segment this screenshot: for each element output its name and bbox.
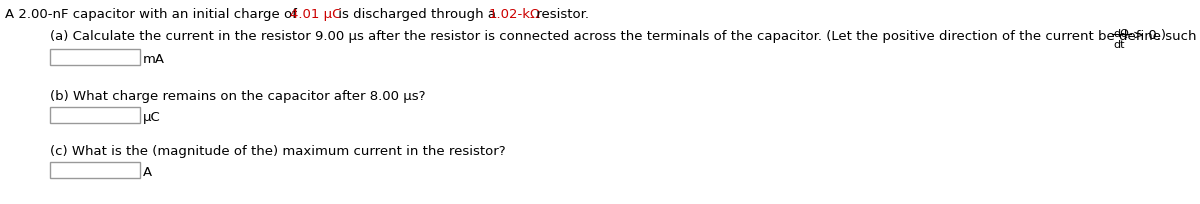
Bar bbox=[50, 162, 140, 178]
Text: > 0.): > 0.) bbox=[1133, 29, 1166, 42]
Text: A 2.00-nF capacitor with an initial charge of: A 2.00-nF capacitor with an initial char… bbox=[5, 8, 301, 21]
Text: μC: μC bbox=[143, 110, 161, 123]
Text: dt: dt bbox=[1114, 40, 1124, 50]
Bar bbox=[50, 50, 140, 66]
Text: (b) What charge remains on the capacitor after 8.00 μs?: (b) What charge remains on the capacitor… bbox=[50, 90, 426, 102]
Text: dQ: dQ bbox=[1114, 29, 1129, 39]
Text: mA: mA bbox=[143, 53, 166, 66]
Text: A: A bbox=[143, 165, 152, 178]
Text: resistor.: resistor. bbox=[532, 8, 589, 21]
Bar bbox=[50, 108, 140, 123]
Text: 1.02-kΩ: 1.02-kΩ bbox=[488, 8, 541, 21]
Text: (a) Calculate the current in the resistor 9.00 μs after the resistor is connecte: (a) Calculate the current in the resisto… bbox=[50, 30, 1200, 43]
Text: is discharged through a: is discharged through a bbox=[334, 8, 500, 21]
Text: 4.01 μC: 4.01 μC bbox=[290, 8, 342, 21]
Text: (c) What is the (magnitude of the) maximum current in the resistor?: (c) What is the (magnitude of the) maxim… bbox=[50, 144, 505, 157]
